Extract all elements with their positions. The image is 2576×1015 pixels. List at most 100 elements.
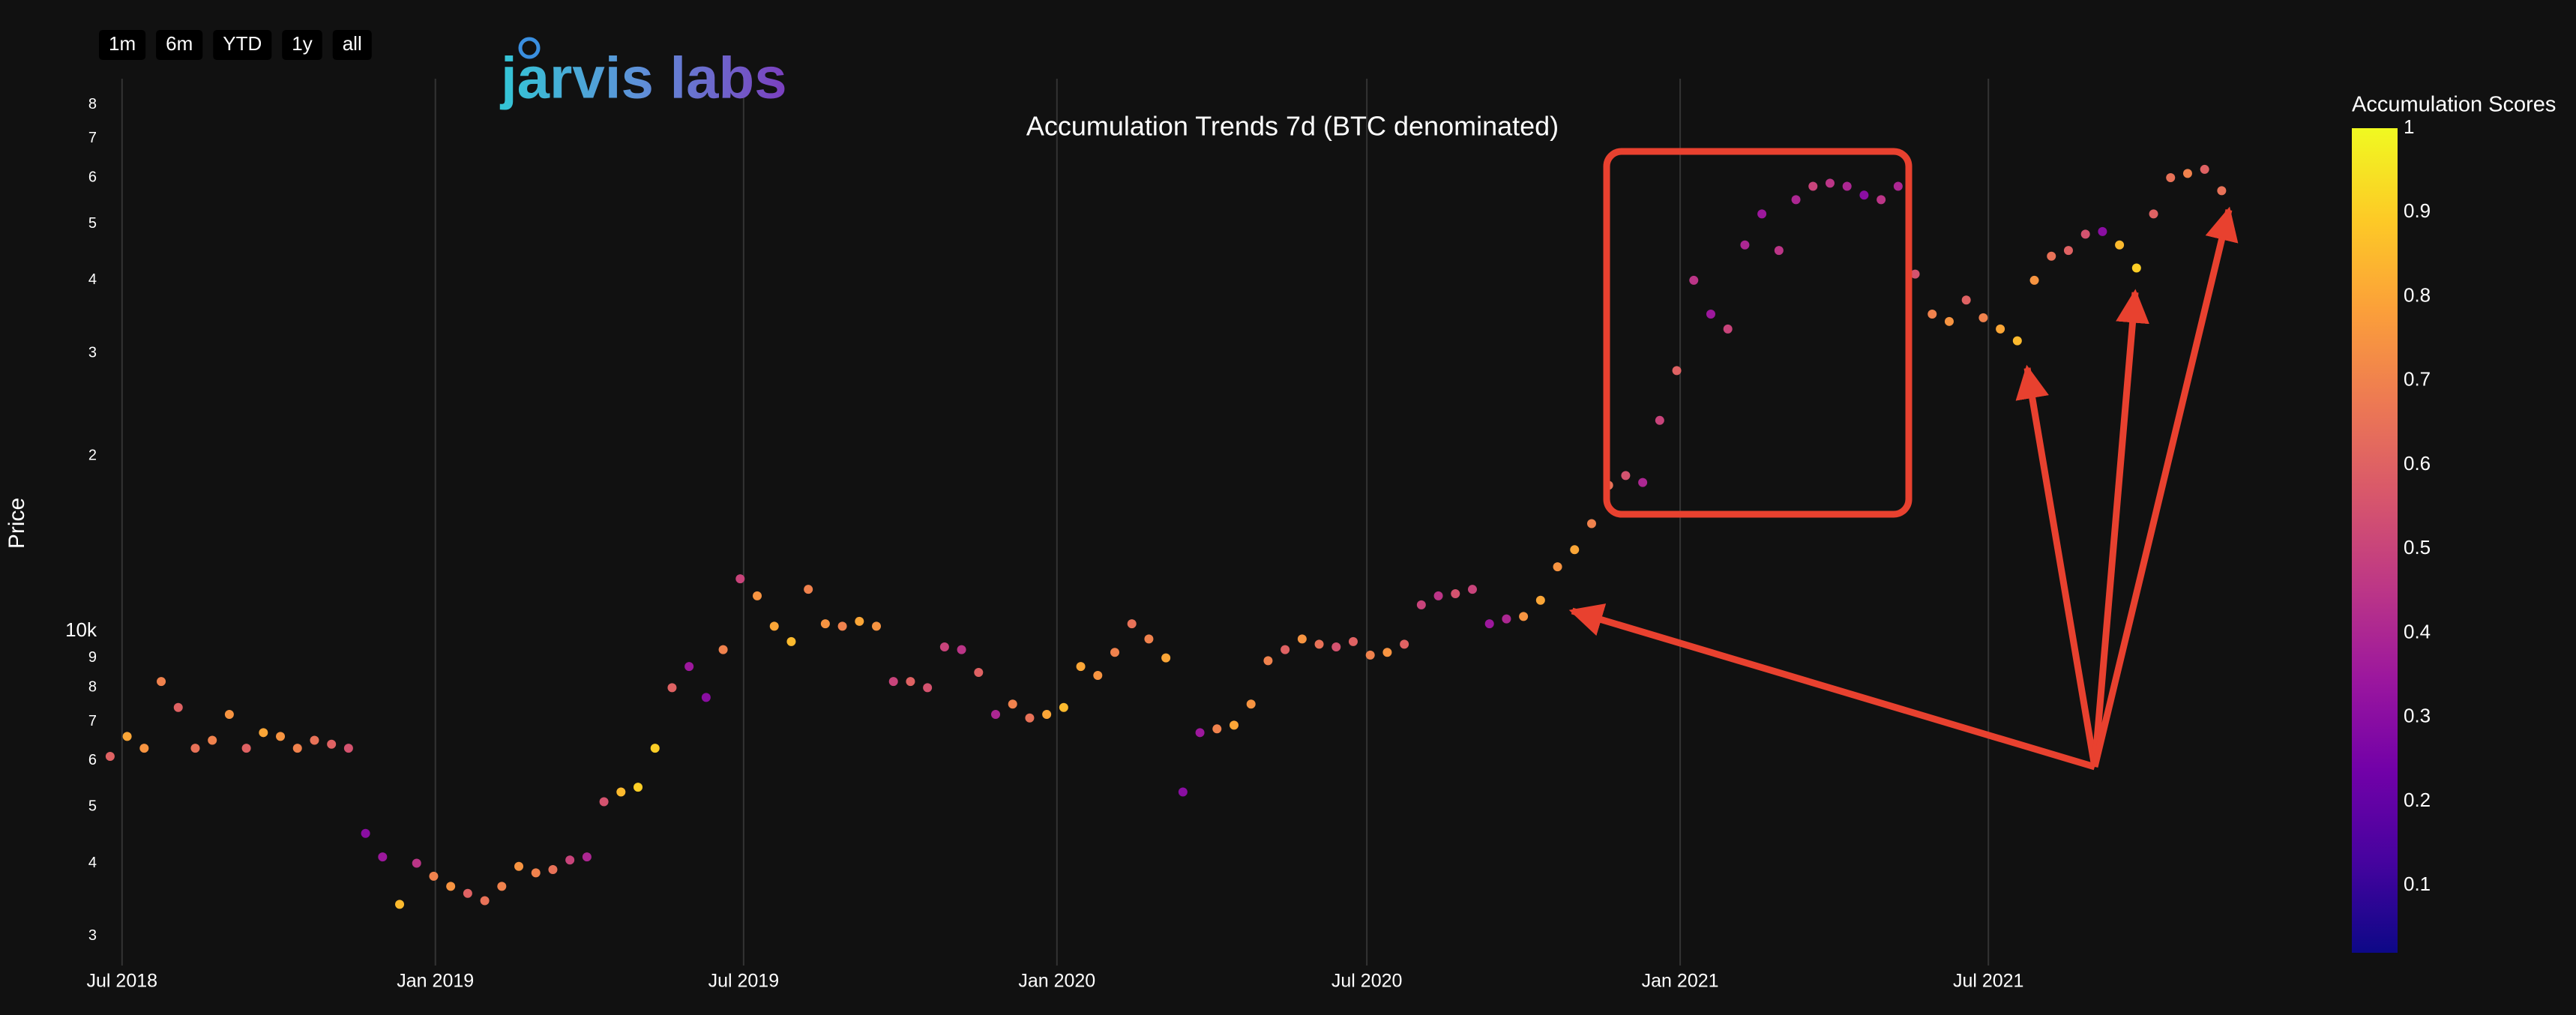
point	[1416, 600, 1426, 609]
point	[1586, 519, 1596, 528]
colorbar-tick-label: 0.7	[2404, 368, 2431, 391]
y-tick-label: 7	[88, 713, 97, 729]
point	[224, 710, 234, 720]
point	[2166, 173, 2176, 183]
x-tick-label: Jan 2021	[1642, 971, 1719, 992]
point	[1502, 614, 1511, 624]
point	[974, 667, 984, 677]
y-tick-label: 6	[88, 169, 97, 185]
point	[923, 683, 933, 693]
point	[1127, 619, 1137, 629]
point	[139, 744, 149, 753]
point	[480, 896, 490, 906]
colorbar-tick-label: 1	[2404, 115, 2414, 138]
point	[634, 783, 643, 792]
arrow	[1568, 603, 2096, 771]
point	[1996, 324, 2005, 334]
arrow	[2015, 364, 2098, 768]
point	[105, 751, 115, 761]
range-button[interactable]: 1m	[99, 30, 146, 60]
point	[497, 882, 507, 891]
point	[820, 619, 830, 629]
point	[1553, 562, 1562, 572]
range-button-bg[interactable]	[282, 30, 322, 60]
point	[2182, 169, 2192, 178]
logo-dot	[518, 37, 541, 59]
point	[1928, 310, 1937, 319]
point	[446, 882, 456, 891]
point	[1638, 478, 1648, 487]
highlight-box	[1603, 148, 1913, 518]
point	[1877, 195, 1886, 205]
range-button-label[interactable]: 6m	[166, 32, 193, 55]
point	[1195, 728, 1205, 738]
point	[582, 852, 592, 862]
point	[2029, 275, 2039, 285]
point	[599, 797, 609, 807]
point	[1212, 724, 1222, 734]
point	[310, 735, 319, 745]
point	[1944, 316, 1954, 326]
point	[1621, 471, 1631, 481]
range-button-bg[interactable]	[99, 30, 146, 60]
range-button-label[interactable]: 1m	[109, 32, 136, 55]
point	[122, 732, 132, 741]
colorbar-tick-label: 0.2	[2404, 789, 2431, 811]
range-button[interactable]: 1y	[282, 30, 322, 60]
point	[684, 662, 694, 672]
range-button[interactable]: 6m	[156, 30, 203, 60]
point	[1314, 639, 1324, 649]
point	[378, 852, 388, 862]
range-button[interactable]: all	[332, 30, 372, 60]
point	[2217, 186, 2227, 196]
point	[1263, 656, 1273, 666]
point	[1348, 636, 1358, 646]
point	[429, 871, 439, 881]
point	[753, 591, 762, 600]
point	[1723, 324, 1733, 334]
point	[718, 645, 728, 654]
chart-title: Accumulation Trends 7d (BTC denominated)	[1026, 111, 1559, 142]
point	[1808, 181, 1818, 191]
point	[1025, 713, 1035, 723]
point	[2063, 246, 2073, 256]
point	[1706, 310, 1715, 319]
colorbar: 0.1 0.2 0.3 0.4 0.5 0.6 0.7 0.8 0.9 1	[2352, 115, 2431, 953]
point	[1382, 648, 1392, 657]
point	[650, 744, 660, 753]
point	[173, 702, 183, 712]
arrow	[2091, 206, 2239, 768]
point	[190, 744, 200, 753]
colorbar-tick-label: 0.8	[2404, 283, 2431, 306]
point	[1451, 588, 1460, 598]
point	[1961, 295, 1971, 305]
point	[1433, 591, 1443, 600]
point	[361, 828, 370, 838]
range-button-label[interactable]: all	[343, 32, 362, 55]
point	[1161, 653, 1171, 663]
range-button-label[interactable]: 1y	[292, 32, 312, 55]
range-button-bg[interactable]	[332, 30, 372, 60]
point	[412, 858, 421, 868]
point	[888, 677, 898, 687]
point	[1400, 639, 1409, 649]
y-tick-label: 8	[88, 96, 97, 112]
range-button-bg[interactable]	[213, 30, 272, 60]
point	[327, 739, 337, 749]
point	[343, 744, 353, 753]
point	[1467, 585, 1477, 594]
point	[157, 677, 166, 687]
point	[1281, 645, 1290, 654]
point	[667, 683, 677, 693]
y-tick-label: 6	[88, 752, 97, 768]
range-button[interactable]: YTD	[213, 30, 272, 60]
range-button-bg[interactable]	[156, 30, 203, 60]
point	[1076, 662, 1086, 672]
range-button-label[interactable]: YTD	[223, 32, 262, 55]
colorbar-tick-label: 0.4	[2404, 620, 2431, 642]
point	[701, 693, 711, 702]
point	[735, 574, 745, 584]
point	[1655, 415, 1664, 425]
point	[939, 642, 949, 651]
